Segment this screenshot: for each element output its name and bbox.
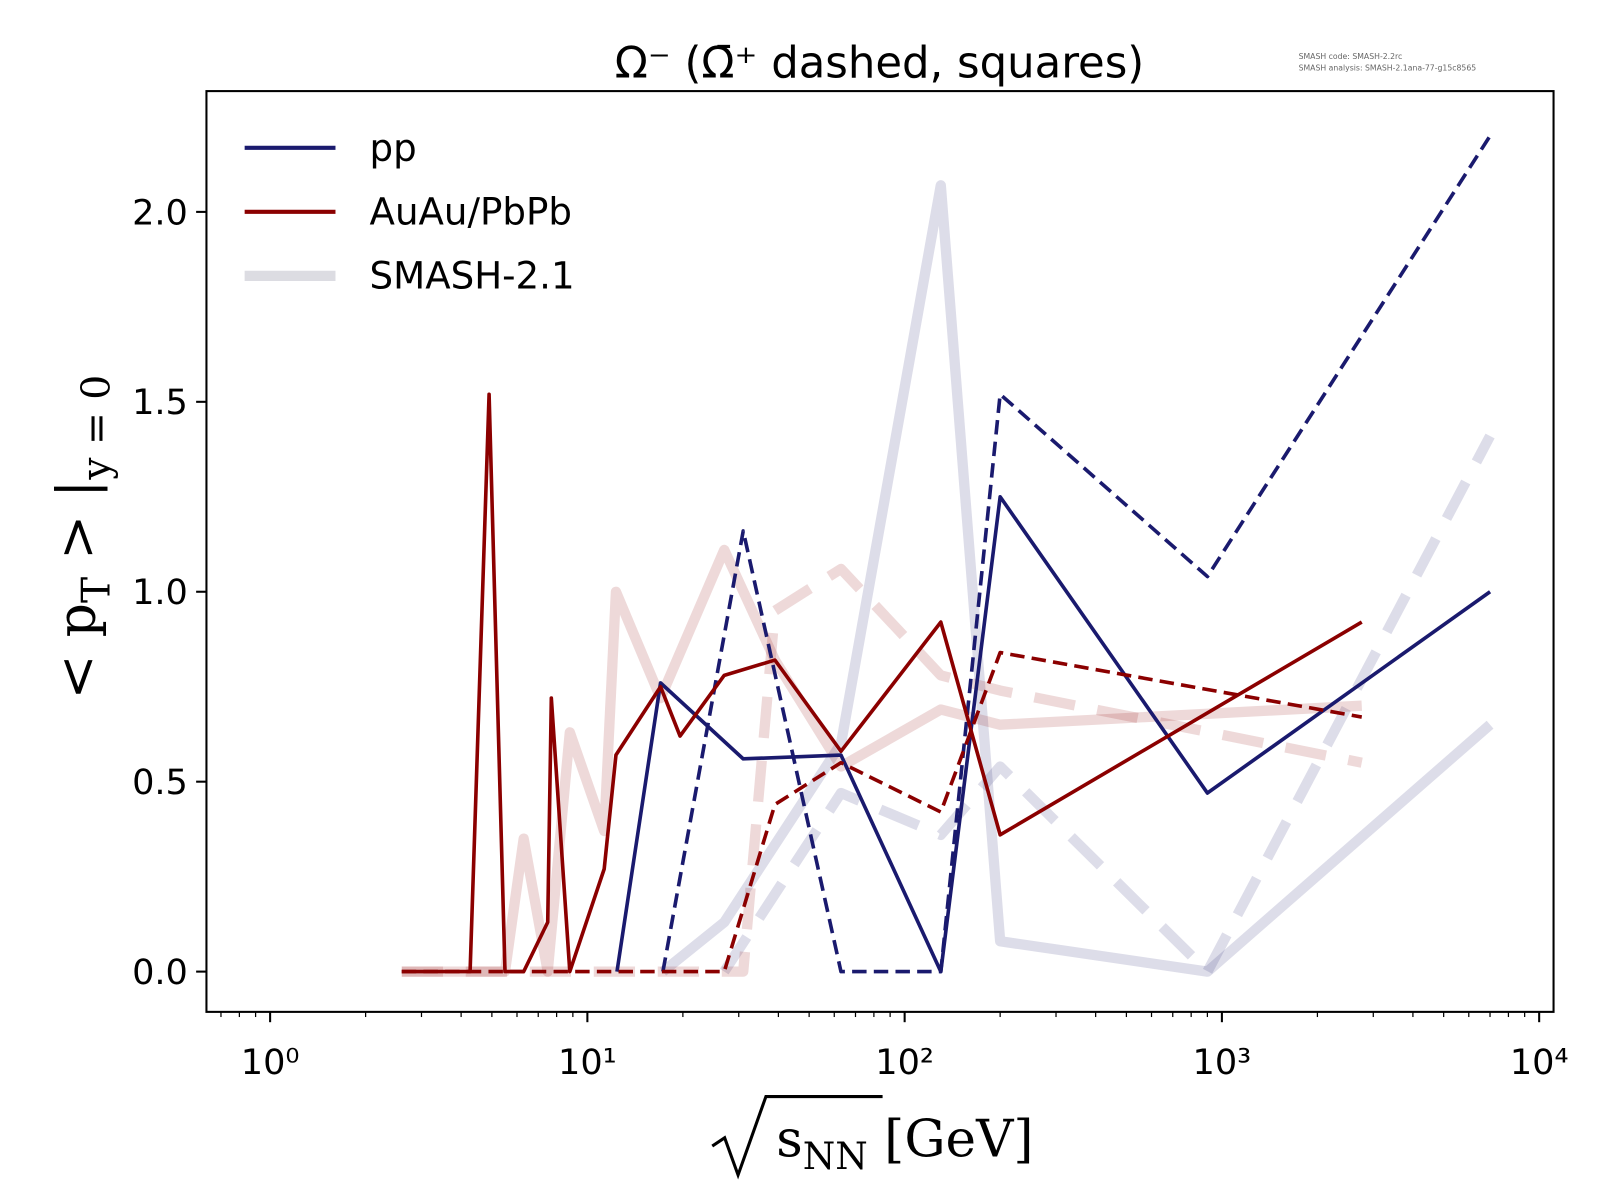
annotation: SMASH code: SMASH-2.2rc — [1299, 52, 1403, 61]
chart-title: Ω⁻ (Ω̄⁺ dashed, squares) — [615, 39, 1144, 89]
y-label-sub: T — [74, 577, 119, 603]
series-line — [401, 563, 1363, 977]
x-axis-label: sNN [GeV] — [776, 1109, 1033, 1177]
y-label-part: < p — [45, 603, 108, 699]
annotation: SMASH analysis: SMASH-2.1ana-77-g15c8565 — [1299, 63, 1477, 72]
legend-label: AuAu/PbPb — [370, 190, 572, 233]
plot-frame — [205, 90, 1555, 1013]
y-label-part: > | — [45, 480, 108, 577]
legend-label: SMASH-2.1 — [370, 254, 575, 297]
y-tick-label: 0.0 — [132, 952, 188, 993]
x-label-sub: NN — [803, 1135, 868, 1178]
legend-label: pp — [370, 126, 417, 169]
series-line — [401, 392, 1363, 974]
series-line — [661, 134, 1492, 974]
x-tick-label: 10² — [875, 1042, 934, 1083]
sqrt-sign — [711, 1094, 883, 1180]
y-axis-label: < pT > |y = 0 — [45, 375, 119, 700]
x-tick-label: 10⁴ — [1510, 1042, 1569, 1083]
x-tick-label: 10³ — [1193, 1042, 1252, 1083]
y-tick-label: 1.5 — [132, 382, 188, 423]
y-tick-label: 0.5 — [132, 762, 188, 803]
plot-area — [401, 134, 1495, 977]
series-line — [659, 180, 1494, 977]
series-line — [719, 433, 1495, 977]
series-line — [401, 650, 1363, 974]
series-line — [615, 494, 1492, 974]
series-line — [401, 544, 1363, 977]
y-label-sub: y = 0 — [74, 375, 119, 481]
x-label-part: [GeV] — [868, 1109, 1034, 1169]
x-tick-label: 10⁰ — [241, 1042, 300, 1083]
x-label-part: s — [776, 1109, 803, 1169]
x-tick-label: 10¹ — [558, 1042, 617, 1083]
y-tick-label: 2.0 — [132, 192, 188, 233]
y-tick-label: 1.0 — [132, 572, 188, 613]
